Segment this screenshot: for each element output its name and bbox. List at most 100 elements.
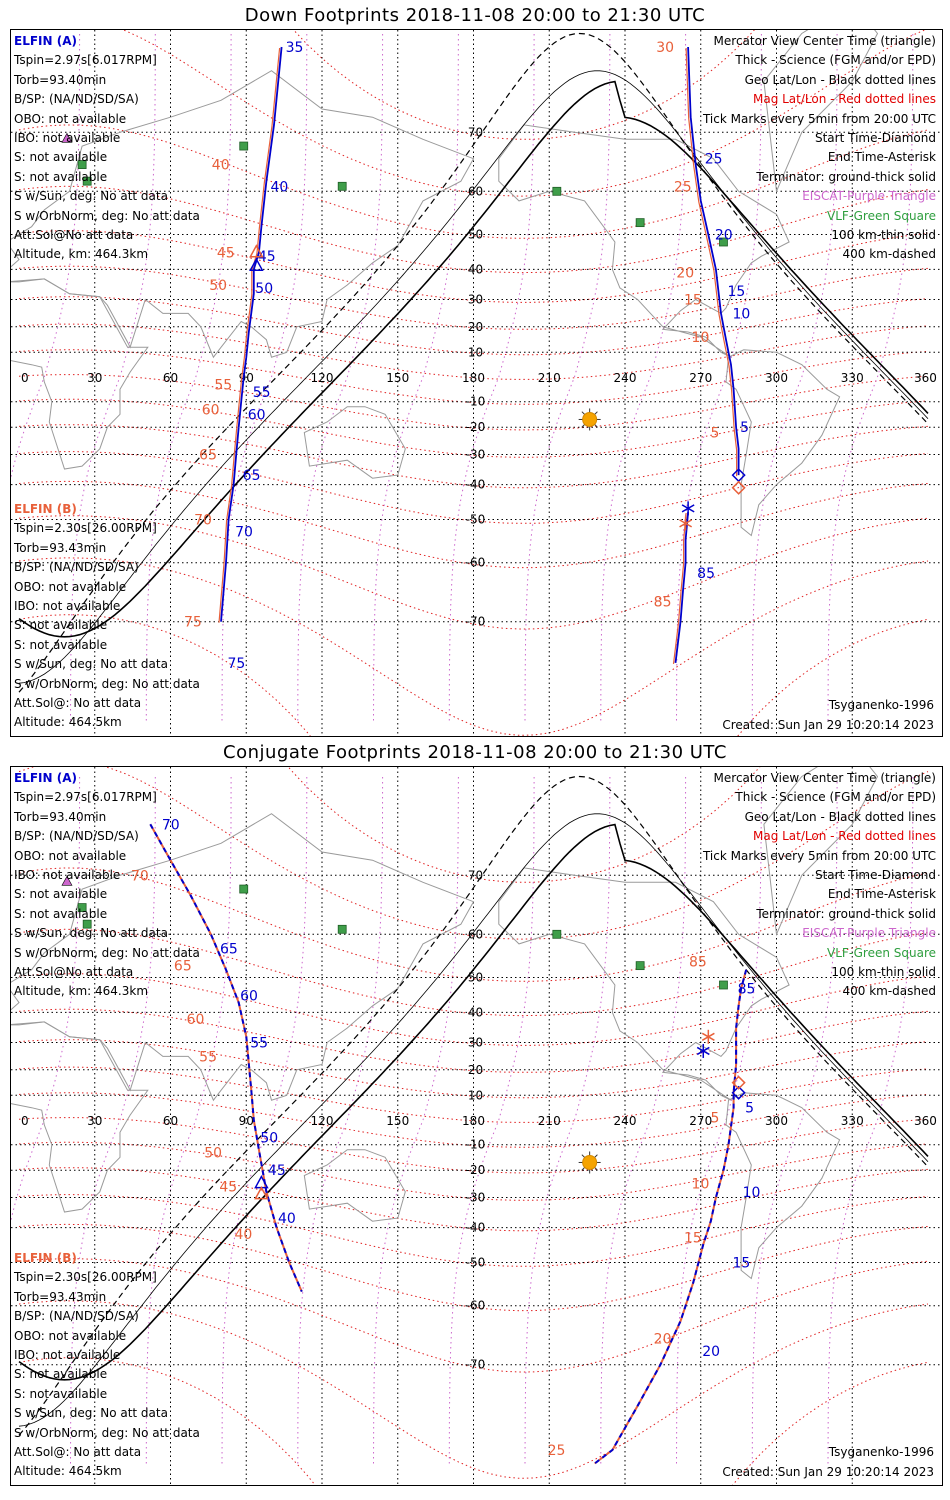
sun-ray xyxy=(594,1167,598,1171)
elfin-a-tick-label: 70 xyxy=(162,817,180,833)
lat-tick-label: -70 xyxy=(466,615,486,629)
elfin-b-tick-label: 5 xyxy=(711,1111,720,1127)
continent-outline xyxy=(11,278,149,470)
lon-tick-label: 240 xyxy=(614,1114,637,1128)
mag-lon-line xyxy=(448,33,535,721)
elfin-a-tick-label: 60 xyxy=(248,407,266,423)
vlf-square xyxy=(77,160,87,169)
lat-tick-label: -40 xyxy=(466,1221,486,1235)
lat-tick-label: 10 xyxy=(468,1088,483,1102)
terminator xyxy=(18,775,929,1436)
info-line: S: not available xyxy=(14,618,108,633)
mag-lat-line xyxy=(18,398,929,458)
info-line: S w/OrbNorm, deg: No att data xyxy=(14,208,200,223)
elfin-b-tick-label: 60 xyxy=(187,1012,205,1028)
legend-item: Start Time-Diamond xyxy=(814,131,936,146)
axis-labels: 0 30 60 90 120 150 180 210 240 270 300 330 360-70-60… xyxy=(21,868,937,1371)
legend-item: 100 km-thin solid xyxy=(831,228,936,243)
elfin-b-tick-label: 25 xyxy=(548,1443,566,1459)
end-asterisk xyxy=(681,501,695,516)
elfin-b-tick-label: 85 xyxy=(654,595,672,611)
lon-tick-label: 270 xyxy=(689,1114,712,1128)
lat-tick-label: -10 xyxy=(466,395,486,409)
elfin-b-tick-label: 40 xyxy=(212,158,230,174)
panel-title: Down Footprints 2018-11-08 20:00 to 21:3… xyxy=(244,5,706,26)
elfin-b-track xyxy=(236,47,281,429)
info-line: Att.Sol@: No att data xyxy=(14,696,142,711)
lon-tick-label: 0 xyxy=(21,371,29,385)
sun-ray xyxy=(581,1167,586,1171)
info-line: B/SP: (NA/ND/SD/SA) xyxy=(14,829,139,844)
mag-lat-line xyxy=(18,185,929,274)
mag-lon-line xyxy=(524,33,611,721)
elfin-b-tick-label: 20 xyxy=(654,1331,672,1347)
axis-labels: 0 30 60 90 120 150 180 210 240 270 300 330 360-70-60… xyxy=(21,125,937,628)
elfin-b-tick-label: 50 xyxy=(204,1145,222,1161)
legend-item: Start Time-Diamond xyxy=(814,868,936,883)
mag-lon-line xyxy=(751,33,838,721)
sun-disc xyxy=(582,1154,598,1170)
elfin-a-tick-label: 10 xyxy=(733,306,751,322)
model-label: Tsyganenko-1996 xyxy=(828,698,934,712)
lat-tick-label: 40 xyxy=(468,262,483,276)
lon-tick-label: 0 xyxy=(21,1114,29,1128)
vlf-square xyxy=(635,218,645,228)
legend-item: VLF-Green Square xyxy=(827,945,936,960)
elfin-a-tick-label: 20 xyxy=(702,1344,720,1360)
elfin-b-tick-label: 65 xyxy=(199,447,217,463)
elfin-a-tick-label: 85 xyxy=(697,566,715,582)
elfin-a-tick-label: 20 xyxy=(715,227,733,243)
info-line: S w/Sun, deg: No att data xyxy=(14,926,168,941)
sun-icon xyxy=(578,1151,601,1174)
map-frame: 0 30 60 90 120 150 180 210 240 270 300 330 360 -70 -60… xyxy=(10,29,943,737)
elfin-b-tick-label: 85 xyxy=(689,954,707,970)
mag-lon-line xyxy=(600,776,687,1464)
legend-item: EISCAT-Purple Triangle xyxy=(802,926,936,941)
elfin-a-track xyxy=(220,427,240,622)
elfin-tracks xyxy=(218,46,740,664)
lon-tick-label: 360 xyxy=(914,1114,937,1128)
vlf-square xyxy=(239,884,249,894)
info-line: Tspin=2.97s[6.017RPM] xyxy=(14,53,157,68)
continent-outline xyxy=(763,767,879,937)
elfin-a-tick-label: 55 xyxy=(253,385,271,401)
vlf-square xyxy=(82,176,92,186)
legend-item: End Time-Asterisk xyxy=(827,887,936,902)
vlf-square xyxy=(635,961,645,971)
mag-lon-line xyxy=(145,33,232,721)
coastlines xyxy=(11,767,879,1280)
info-line: S: not available xyxy=(14,887,108,902)
info-line: IBO: not available xyxy=(14,599,121,614)
elfin-b-tick-label: 25 xyxy=(674,179,692,195)
info-line: S w/Sun, deg: No att data xyxy=(14,657,168,672)
elfin-b-tick-label: 45 xyxy=(217,246,235,262)
mag-lon-line xyxy=(448,776,535,1464)
mag-lon-line xyxy=(11,33,81,480)
mag-lon-line xyxy=(11,776,81,1223)
elfin-b-tick-label: 70 xyxy=(131,868,149,884)
vlf-square xyxy=(77,903,87,912)
asterisk-stroke xyxy=(679,519,693,528)
lon-tick-label: 120 xyxy=(311,371,334,385)
lon-tick-label: 30 xyxy=(87,371,102,385)
mag-lon-line xyxy=(600,33,687,721)
mag-lon-line xyxy=(297,33,384,721)
asterisk-stroke xyxy=(701,1032,715,1041)
lon-tick-label: 180 xyxy=(462,371,485,385)
lat-tick-label: -30 xyxy=(466,1190,486,1204)
lat-tick-label: -10 xyxy=(466,1138,486,1152)
legend-item: 400 km-dashed xyxy=(842,984,936,999)
info-line: Tspin=2.30s[26.00RPM] xyxy=(14,1270,157,1285)
info-line: S w/Sun, deg: No att data xyxy=(14,189,168,204)
mag-lon-line xyxy=(373,33,459,721)
view-center-triangle xyxy=(254,1186,269,1200)
elfin-a-info: ELFIN (A) Tspin=2.97s[6.017RPM] Torb=93.… xyxy=(14,769,200,1002)
info-line: Altitude, km: 464.3km xyxy=(14,984,149,999)
lat-tick-label: -20 xyxy=(466,420,486,434)
elfin-b-tick-label: 5 xyxy=(711,426,720,442)
elfin-a-tick-label: 65 xyxy=(243,468,261,484)
elfin-a-tick-label: 50 xyxy=(255,281,273,297)
info-line: Att.Sol@: No att data xyxy=(14,1445,142,1460)
terminator-ground xyxy=(18,80,929,638)
lat-tick-label: -70 xyxy=(466,1358,486,1372)
